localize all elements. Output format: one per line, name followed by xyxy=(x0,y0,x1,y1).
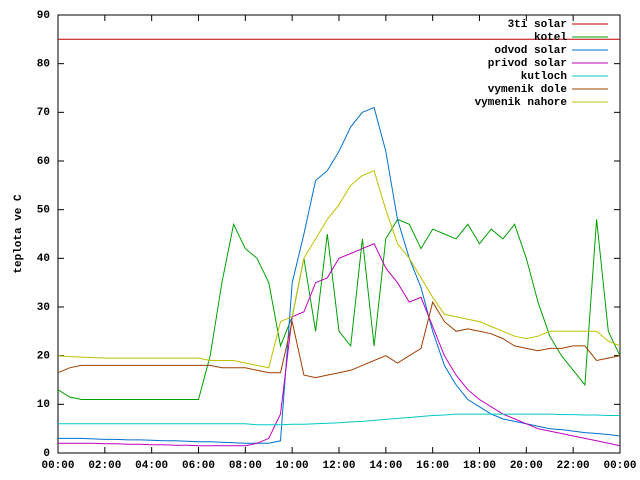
legend-label: kotel xyxy=(534,32,567,44)
series-line xyxy=(58,106,621,444)
y-tick-label: 40 xyxy=(37,253,50,265)
series-line xyxy=(57,218,621,400)
x-tick-label: 20:00 xyxy=(510,460,543,472)
y-axis-label: teplota ve C xyxy=(13,194,25,274)
y-tick-label: 60 xyxy=(37,156,50,168)
x-tick-label: 16:00 xyxy=(416,460,449,472)
series-line xyxy=(57,300,621,379)
x-tick-label: 14:00 xyxy=(369,460,402,472)
legend-label: 3ti solar xyxy=(508,19,567,31)
x-tick-label: 18:00 xyxy=(463,460,496,472)
x-tick-label: 04:00 xyxy=(135,460,168,472)
y-tick-label: 70 xyxy=(37,107,50,119)
x-tick-label: 22:00 xyxy=(557,460,590,472)
x-tick-label: 06:00 xyxy=(182,460,215,472)
y-tick-label: 50 xyxy=(37,205,50,217)
y-tick-label: 80 xyxy=(37,59,50,71)
y-tick-label: 0 xyxy=(43,448,50,460)
x-tick-label: 00:00 xyxy=(41,460,74,472)
y-tick-label: 10 xyxy=(37,399,50,411)
series-line xyxy=(58,413,620,426)
legend-label: odvod solar xyxy=(494,45,567,57)
x-tick-label: 08:00 xyxy=(229,460,262,472)
plot-border xyxy=(57,14,621,454)
legend-label: kutloch xyxy=(521,71,567,83)
legend-label: privod solar xyxy=(488,58,567,70)
series-line xyxy=(57,170,621,369)
x-tick-label: 02:00 xyxy=(88,460,121,472)
x-tick-label: 10:00 xyxy=(276,460,309,472)
legend-label: vymenik dole xyxy=(488,84,568,96)
y-tick-label: 30 xyxy=(37,302,50,314)
series-line xyxy=(58,243,621,447)
x-tick-label: 00:00 xyxy=(603,460,636,472)
y-tick-label: 90 xyxy=(37,10,50,22)
legend-label: vymenik nahore xyxy=(475,97,568,109)
x-tick-label: 12:00 xyxy=(322,460,355,472)
y-tick-label: 20 xyxy=(37,351,50,363)
